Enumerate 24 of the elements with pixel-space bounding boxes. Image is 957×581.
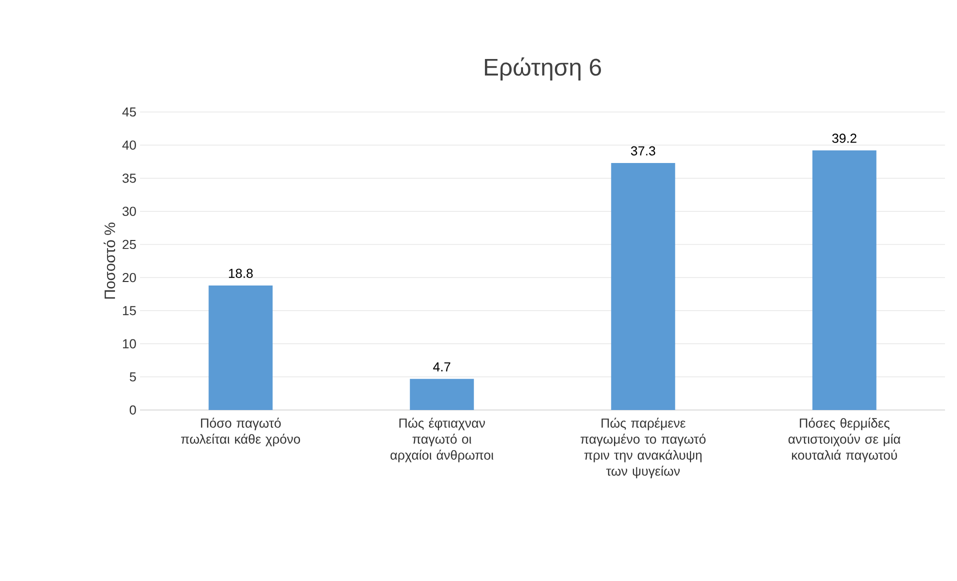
y-tick-label: 5 bbox=[130, 372, 136, 382]
bar bbox=[208, 286, 273, 410]
bar bbox=[410, 378, 474, 410]
x-tick-label: Πόσες θερμίδες αντιστοιχούν σε μία κουταλιά παγωτού bbox=[788, 418, 900, 462]
data-label: 39.2 bbox=[832, 134, 856, 143]
y-tick-label: 30 bbox=[122, 206, 136, 216]
y-tick-label: 35 bbox=[122, 174, 136, 183]
y-tick-label: 40 bbox=[122, 140, 136, 150]
chart-title: Ερώτηση 6 bbox=[484, 57, 601, 80]
y-axis-title: Ποσοστό % bbox=[104, 222, 116, 299]
data-label: 18.8 bbox=[228, 268, 253, 278]
bar bbox=[812, 150, 876, 410]
y-tick-label: 10 bbox=[123, 339, 136, 348]
y-tick-label: 25 bbox=[122, 240, 136, 250]
y-tick-label: 0 bbox=[130, 405, 136, 415]
x-tick-label: Πώς παρέμενε παγωμένο το παγωτό πριν την ανακάλυψη των ψυγείων bbox=[580, 418, 706, 478]
bar bbox=[611, 162, 676, 410]
data-label: 4.7 bbox=[433, 362, 450, 372]
y-tick-label: 20 bbox=[122, 272, 136, 282]
x-tick-label: Πώς έφτιαχναν παγωτό οι αρχαίοι άνθρωποι bbox=[390, 418, 494, 462]
data-label: 37.3 bbox=[630, 146, 656, 156]
y-tick-label: 15 bbox=[123, 306, 136, 316]
x-tick-label: Πόσο παγωτό πωλείται κάθε χρόνο bbox=[181, 418, 300, 446]
y-tick-label: 45 bbox=[122, 107, 136, 117]
